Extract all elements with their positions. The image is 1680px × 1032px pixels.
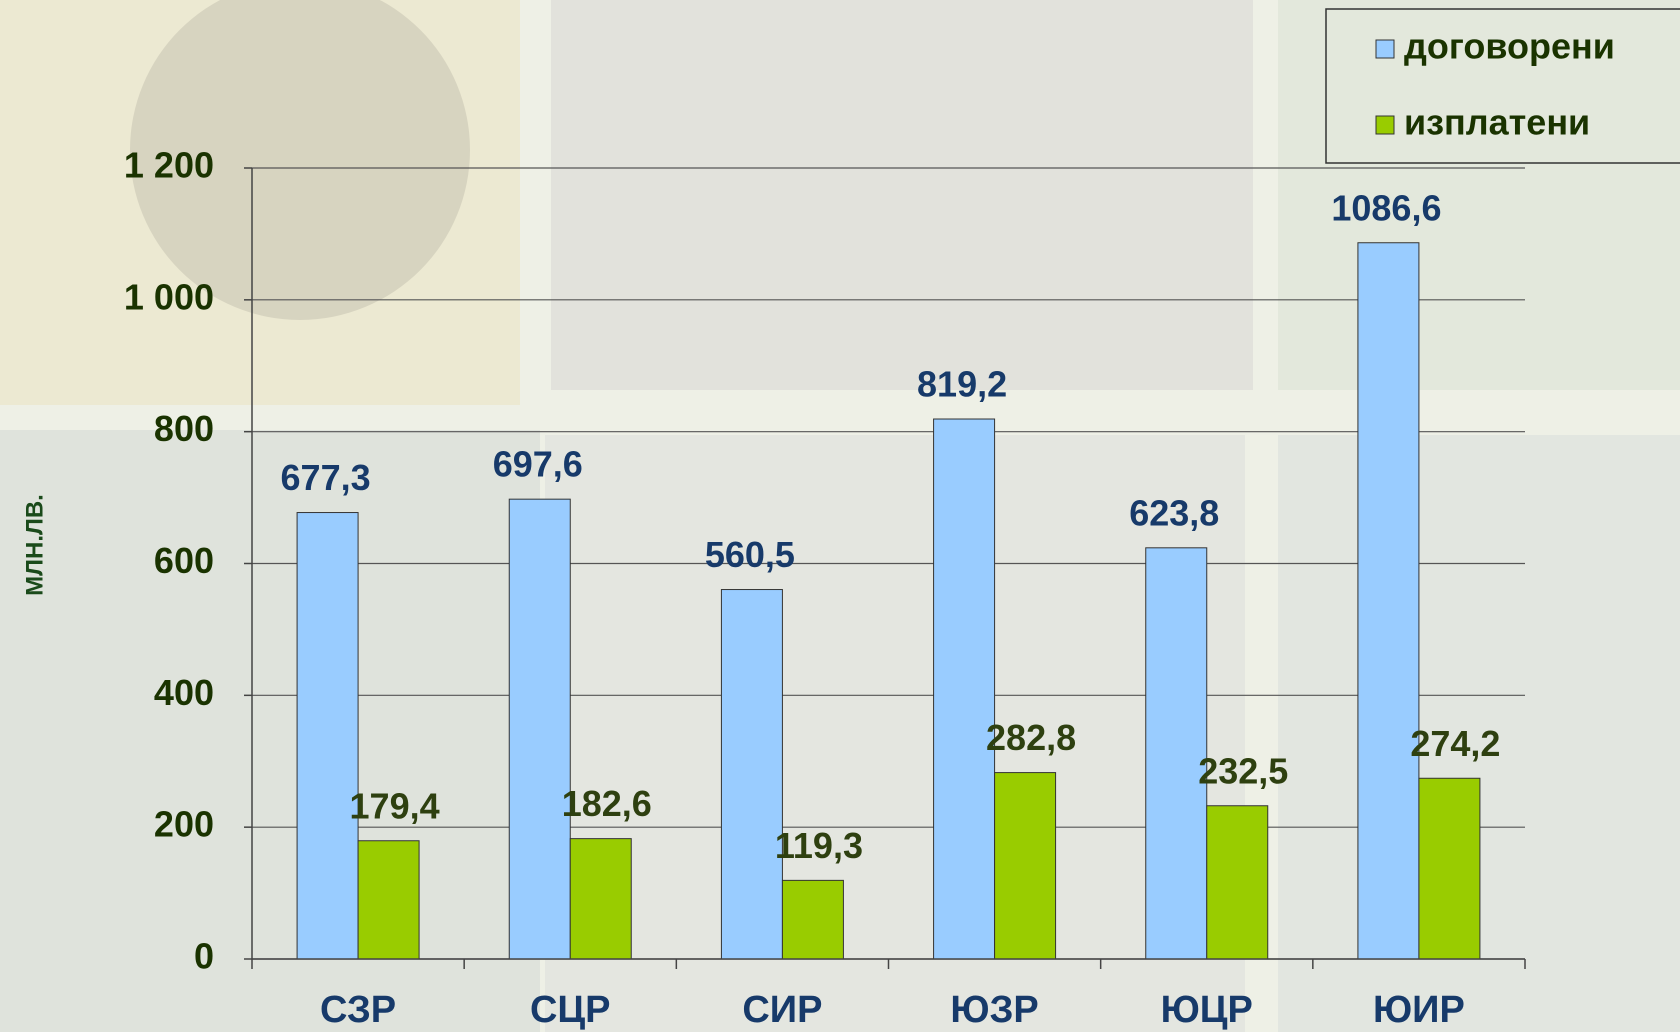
- value-label: 282,8: [986, 717, 1076, 758]
- value-label: 232,5: [1198, 750, 1288, 791]
- y-tick-label: 0: [194, 936, 214, 977]
- x-tick-label: ЮЗР: [950, 989, 1038, 1031]
- value-label: 274,2: [1410, 723, 1500, 764]
- y-tick-label: 400: [154, 672, 214, 713]
- x-tick-label: СИР: [742, 989, 822, 1031]
- legend-swatch: [1376, 40, 1394, 58]
- value-label: 119,3: [775, 825, 863, 866]
- legend-swatch: [1376, 116, 1394, 134]
- y-axis-label: МЛН.ЛВ.: [21, 494, 48, 596]
- y-tick-label: 1 200: [124, 145, 214, 186]
- value-label: 179,4: [350, 785, 440, 826]
- x-tick-label: ЮИР: [1373, 989, 1465, 1031]
- bar: [297, 513, 358, 959]
- bar: [995, 773, 1056, 959]
- bar: [570, 839, 631, 959]
- bar: [1419, 778, 1480, 959]
- bar: [358, 841, 419, 959]
- value-label: 819,2: [917, 364, 1007, 405]
- legend-label: договорени: [1404, 26, 1615, 67]
- x-tick-label: СЦР: [530, 989, 611, 1031]
- y-tick-label: 800: [154, 408, 214, 449]
- y-tick-label: 200: [154, 804, 214, 845]
- value-label: 1086,6: [1331, 187, 1441, 228]
- bar: [934, 419, 995, 959]
- legend-label: изплатени: [1404, 102, 1590, 143]
- photo-panel: [551, 0, 1253, 390]
- y-tick-label: 600: [154, 540, 214, 581]
- bar: [509, 499, 570, 959]
- x-tick-label: СЗР: [320, 989, 396, 1031]
- bar: [782, 880, 843, 959]
- chart: МЛН.ЛВ. 0 200 400 600 800 1 000 1 200 СЗР 677,3 1…: [0, 0, 1680, 1032]
- value-label: 623,8: [1129, 492, 1219, 533]
- value-label: 697,6: [493, 444, 583, 485]
- y-tick-label: 1 000: [124, 276, 214, 317]
- value-label: 182,6: [562, 783, 652, 824]
- value-label: 677,3: [281, 457, 371, 498]
- bar: [1358, 243, 1419, 959]
- value-label: 560,5: [705, 534, 795, 575]
- photo-panel: [0, 430, 540, 1032]
- bar: [721, 590, 782, 959]
- x-tick-label: ЮЦР: [1161, 989, 1253, 1031]
- bar: [1207, 806, 1268, 959]
